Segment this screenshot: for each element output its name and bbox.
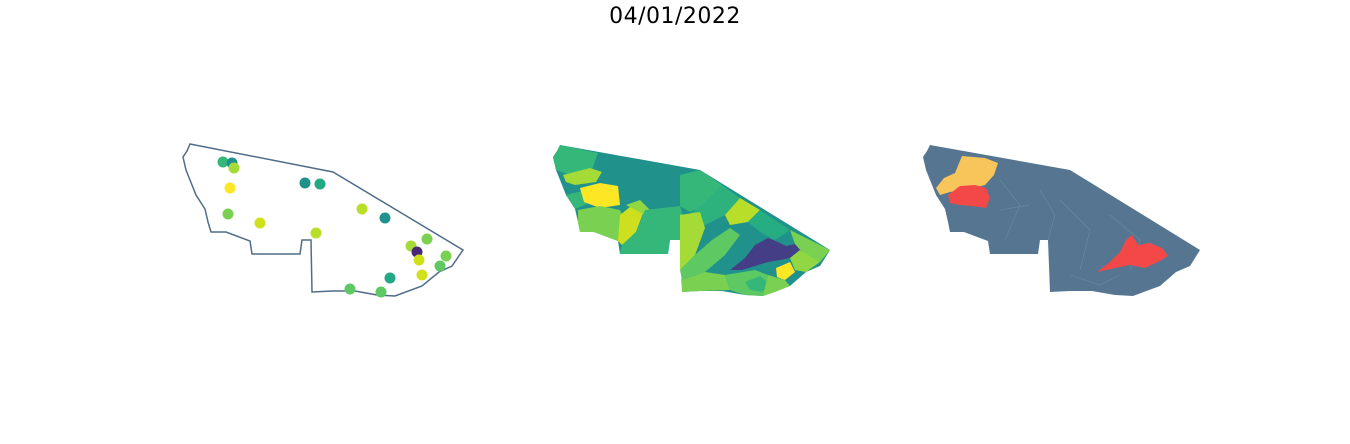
point-marker: [375, 286, 387, 298]
region: [725, 198, 760, 225]
region-boundary: [999, 179, 1141, 286]
region: [745, 276, 770, 292]
region: [776, 262, 795, 280]
point-marker: [314, 178, 326, 190]
region: [680, 228, 740, 280]
region: [748, 210, 790, 240]
region: [790, 230, 830, 262]
region: [618, 203, 645, 245]
point-marker: [310, 227, 322, 239]
region: [553, 145, 598, 175]
region: [578, 206, 626, 241]
region: [580, 183, 620, 208]
point-marker: [416, 269, 428, 281]
region: [563, 168, 602, 185]
region: [790, 250, 820, 272]
region: [620, 206, 688, 254]
point-marker: [228, 162, 240, 174]
point-marker: [299, 177, 311, 189]
point-markers: [217, 156, 452, 298]
point-marker: [440, 250, 452, 262]
point-marker: [413, 254, 425, 266]
region: [680, 212, 705, 270]
point-marker: [421, 233, 433, 245]
point-marker: [356, 203, 368, 215]
point-marker: [254, 217, 266, 229]
state-outline: [182, 143, 465, 297]
point-marker: [217, 156, 229, 168]
point-marker: [224, 182, 236, 194]
region: [763, 275, 790, 296]
highlight-regions: [923, 145, 1200, 296]
choropleth-regions: [553, 145, 830, 296]
region: [730, 238, 800, 270]
region-highlight: [936, 156, 998, 195]
point-marker: [384, 272, 396, 284]
point-marker: [344, 283, 356, 295]
point-marker: [222, 208, 234, 220]
point-marker: [434, 260, 446, 272]
region: [682, 272, 730, 292]
region: [626, 200, 650, 215]
figure-title: 04/01/2022: [609, 4, 741, 29]
region-highlight: [948, 185, 990, 208]
region-highlight: [1097, 235, 1168, 272]
point-marker: [379, 212, 391, 224]
